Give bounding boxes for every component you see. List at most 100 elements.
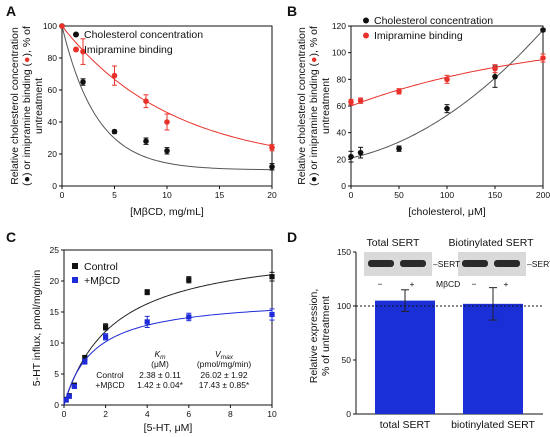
panel-c-vmax-sub: max	[221, 354, 234, 361]
panel-d-y-tick-label: 50	[342, 355, 352, 365]
panel-a-y-label-line1: Relative cholesterol concentration	[9, 27, 21, 185]
panel-a-series-1-data-point	[59, 23, 65, 29]
panel-c-vmax-header: Vmax	[215, 349, 234, 361]
panel-a-legend-marker	[73, 46, 79, 53]
panel-b-y-label-red-dot-icon: ●	[308, 56, 320, 62]
panel-b-y-tick-label: 40	[337, 128, 347, 138]
panel-d-blot-label-biot: –SERT	[527, 259, 550, 269]
panel-a-series-0-data-point	[80, 79, 86, 85]
panel-d-blot-band	[368, 260, 394, 267]
panel-b-y-label-line2: (●) or imipramine binding (●), % of	[308, 26, 320, 186]
panel-d-blot-header-total: Total SERT	[367, 237, 420, 249]
panel-c-y-tick-label: 5	[54, 369, 59, 379]
panel-b-series-1-data-point	[540, 55, 546, 61]
panel-d-treatment-sign: −	[378, 279, 383, 289]
panel-c-table-row-label: +MβCD	[95, 380, 124, 390]
panel-c-x-tick-label: 2	[103, 409, 108, 419]
panel-d-blot-band	[494, 260, 520, 267]
panel-c-km-sub: m	[160, 354, 166, 361]
panel-c-x-tick-label: 6	[186, 409, 191, 419]
panel-c-y-tick-label: 10	[50, 338, 60, 348]
panel-b-legend-marker	[363, 17, 369, 24]
panel-d-y-tick-label: 100	[337, 301, 351, 311]
panel-b-y-tick-label: 120	[332, 21, 346, 31]
panel-b-series-1-data-point	[444, 76, 450, 83]
panel-a-fit-curve-0	[61, 25, 273, 171]
panel-c-legend-label: +MβCD	[84, 275, 121, 287]
panel-b-y-label-line1: Relative cholesterol concentration	[296, 27, 308, 185]
panel-d-y-tick-label: 150	[337, 247, 351, 257]
panel-b-y-tick-label: 60	[337, 101, 347, 111]
panel-b-series-0-data-point	[540, 27, 546, 33]
panel-d-treatment-sign: −	[472, 279, 477, 289]
panel-a-y-tick-label: 80	[48, 53, 58, 63]
panel-a-series-1-data-point	[143, 98, 149, 104]
panel-c-legend-marker	[72, 263, 78, 269]
panel-a-series-0-data-point	[164, 148, 170, 154]
panel-a-y-label-end: ), % of	[21, 26, 33, 56]
panel-b-y-label-end: ), % of	[308, 26, 320, 56]
panel-d-blot-band	[462, 260, 488, 267]
panel-c-series-1-data-point	[269, 311, 275, 318]
panel-a-x-tick-label: 5	[112, 190, 117, 200]
panel-a-y-label-mid: ) or imipramine binding (	[21, 62, 33, 176]
panel-c-x-tick-label: 10	[267, 409, 277, 419]
panel-d-bar	[375, 300, 435, 414]
panel-a-y-tick-label: 60	[48, 85, 58, 95]
panel-a-legend-label: Cholesterol concentration	[84, 29, 203, 41]
panel-b-series-0-data-point	[492, 73, 498, 80]
panel-c-y-tick-label: 0	[54, 400, 59, 410]
panel-c-series-1-data-point	[66, 393, 72, 399]
panel-a-x-tick-label: 10	[162, 190, 172, 200]
panel-c-km-unit: (μM)	[151, 359, 169, 369]
panel-d-blot-label-total: –SERT	[433, 259, 460, 269]
panel-letter-d: D	[287, 229, 297, 245]
panel-a-chart: 0 5 10 15 20 0 20 40 60 80 100 Cholesterol concentr…	[9, 21, 277, 218]
panel-b-series-1-data-point	[396, 88, 402, 95]
panel-b-series-1-data-point	[357, 97, 364, 104]
panel-d-bar	[463, 303, 523, 414]
panel-a-series-0-data-point	[143, 138, 149, 144]
panel-c-series-1-data-point	[103, 334, 109, 340]
panel-a-y-label-line2: (●) or imipramine binding (●), % of	[21, 26, 33, 186]
panel-d-y-label-line1: Relative expression,	[308, 289, 320, 384]
panel-b-y-tick-label: 100	[332, 48, 346, 58]
panel-a-x-axis-label: [MβCD, mg/mL]	[130, 206, 204, 218]
panel-a-series-0-data-point	[269, 164, 275, 170]
panel-a-series-1-data-point	[80, 48, 86, 55]
panel-b-y-label-line3: untreatment	[320, 78, 332, 134]
panel-d-y-label-line2: % of untreatment	[320, 296, 332, 376]
panel-a-y-label-black-dot-icon: ●	[21, 176, 33, 182]
panel-b-series-1-data-point	[492, 65, 498, 72]
panel-d-category-label: total SERT	[380, 419, 431, 431]
panel-a-series-1-data-point	[164, 119, 170, 125]
panel-b-legend-marker	[363, 32, 369, 39]
panel-c-vmax-head: V	[215, 349, 222, 359]
panel-c-y-tick-label: 20	[50, 276, 60, 286]
panel-c-plot-frame	[63, 249, 273, 406]
panel-a-legend-label: Imipramine binding	[84, 44, 173, 56]
panel-a-y-tick-label: 0	[52, 181, 57, 191]
panel-c-fit-curve-1	[63, 309, 273, 406]
panel-a-x-tick-label: 0	[60, 190, 65, 200]
panel-b-x-tick-label: 0	[349, 190, 354, 200]
panel-c-series-1-data-point	[63, 397, 69, 403]
panel-c-series-1-data-point	[71, 383, 77, 389]
panel-b-series-0-data-point	[348, 153, 354, 160]
panel-c-table-row-label: Control	[96, 370, 124, 380]
panel-b-x-tick-label: 50	[394, 190, 404, 200]
panel-c-series-0-data-point	[144, 289, 150, 295]
panel-c-y-tick-label: 15	[50, 307, 60, 317]
panel-d-treatment-label: MβCD	[436, 279, 460, 289]
panel-a-x-tick-label: 20	[267, 190, 277, 200]
panel-a-series-1-data-point	[111, 72, 118, 79]
panel-a-y-tick-label: 40	[48, 117, 58, 127]
panel-b-y-tick-label: 0	[341, 181, 346, 191]
panel-letter-c: C	[6, 229, 16, 245]
panel-b-x-tick-label: 200	[536, 190, 550, 200]
panel-c-series-0-data-point	[82, 355, 88, 361]
panel-c-vmax-unit: (pmol/mg/min)	[197, 359, 251, 369]
panel-c-y-axis-label: 5-HT influx, pmol/mg/min	[31, 270, 43, 387]
panel-b-y-tick-label: 20	[337, 154, 347, 164]
